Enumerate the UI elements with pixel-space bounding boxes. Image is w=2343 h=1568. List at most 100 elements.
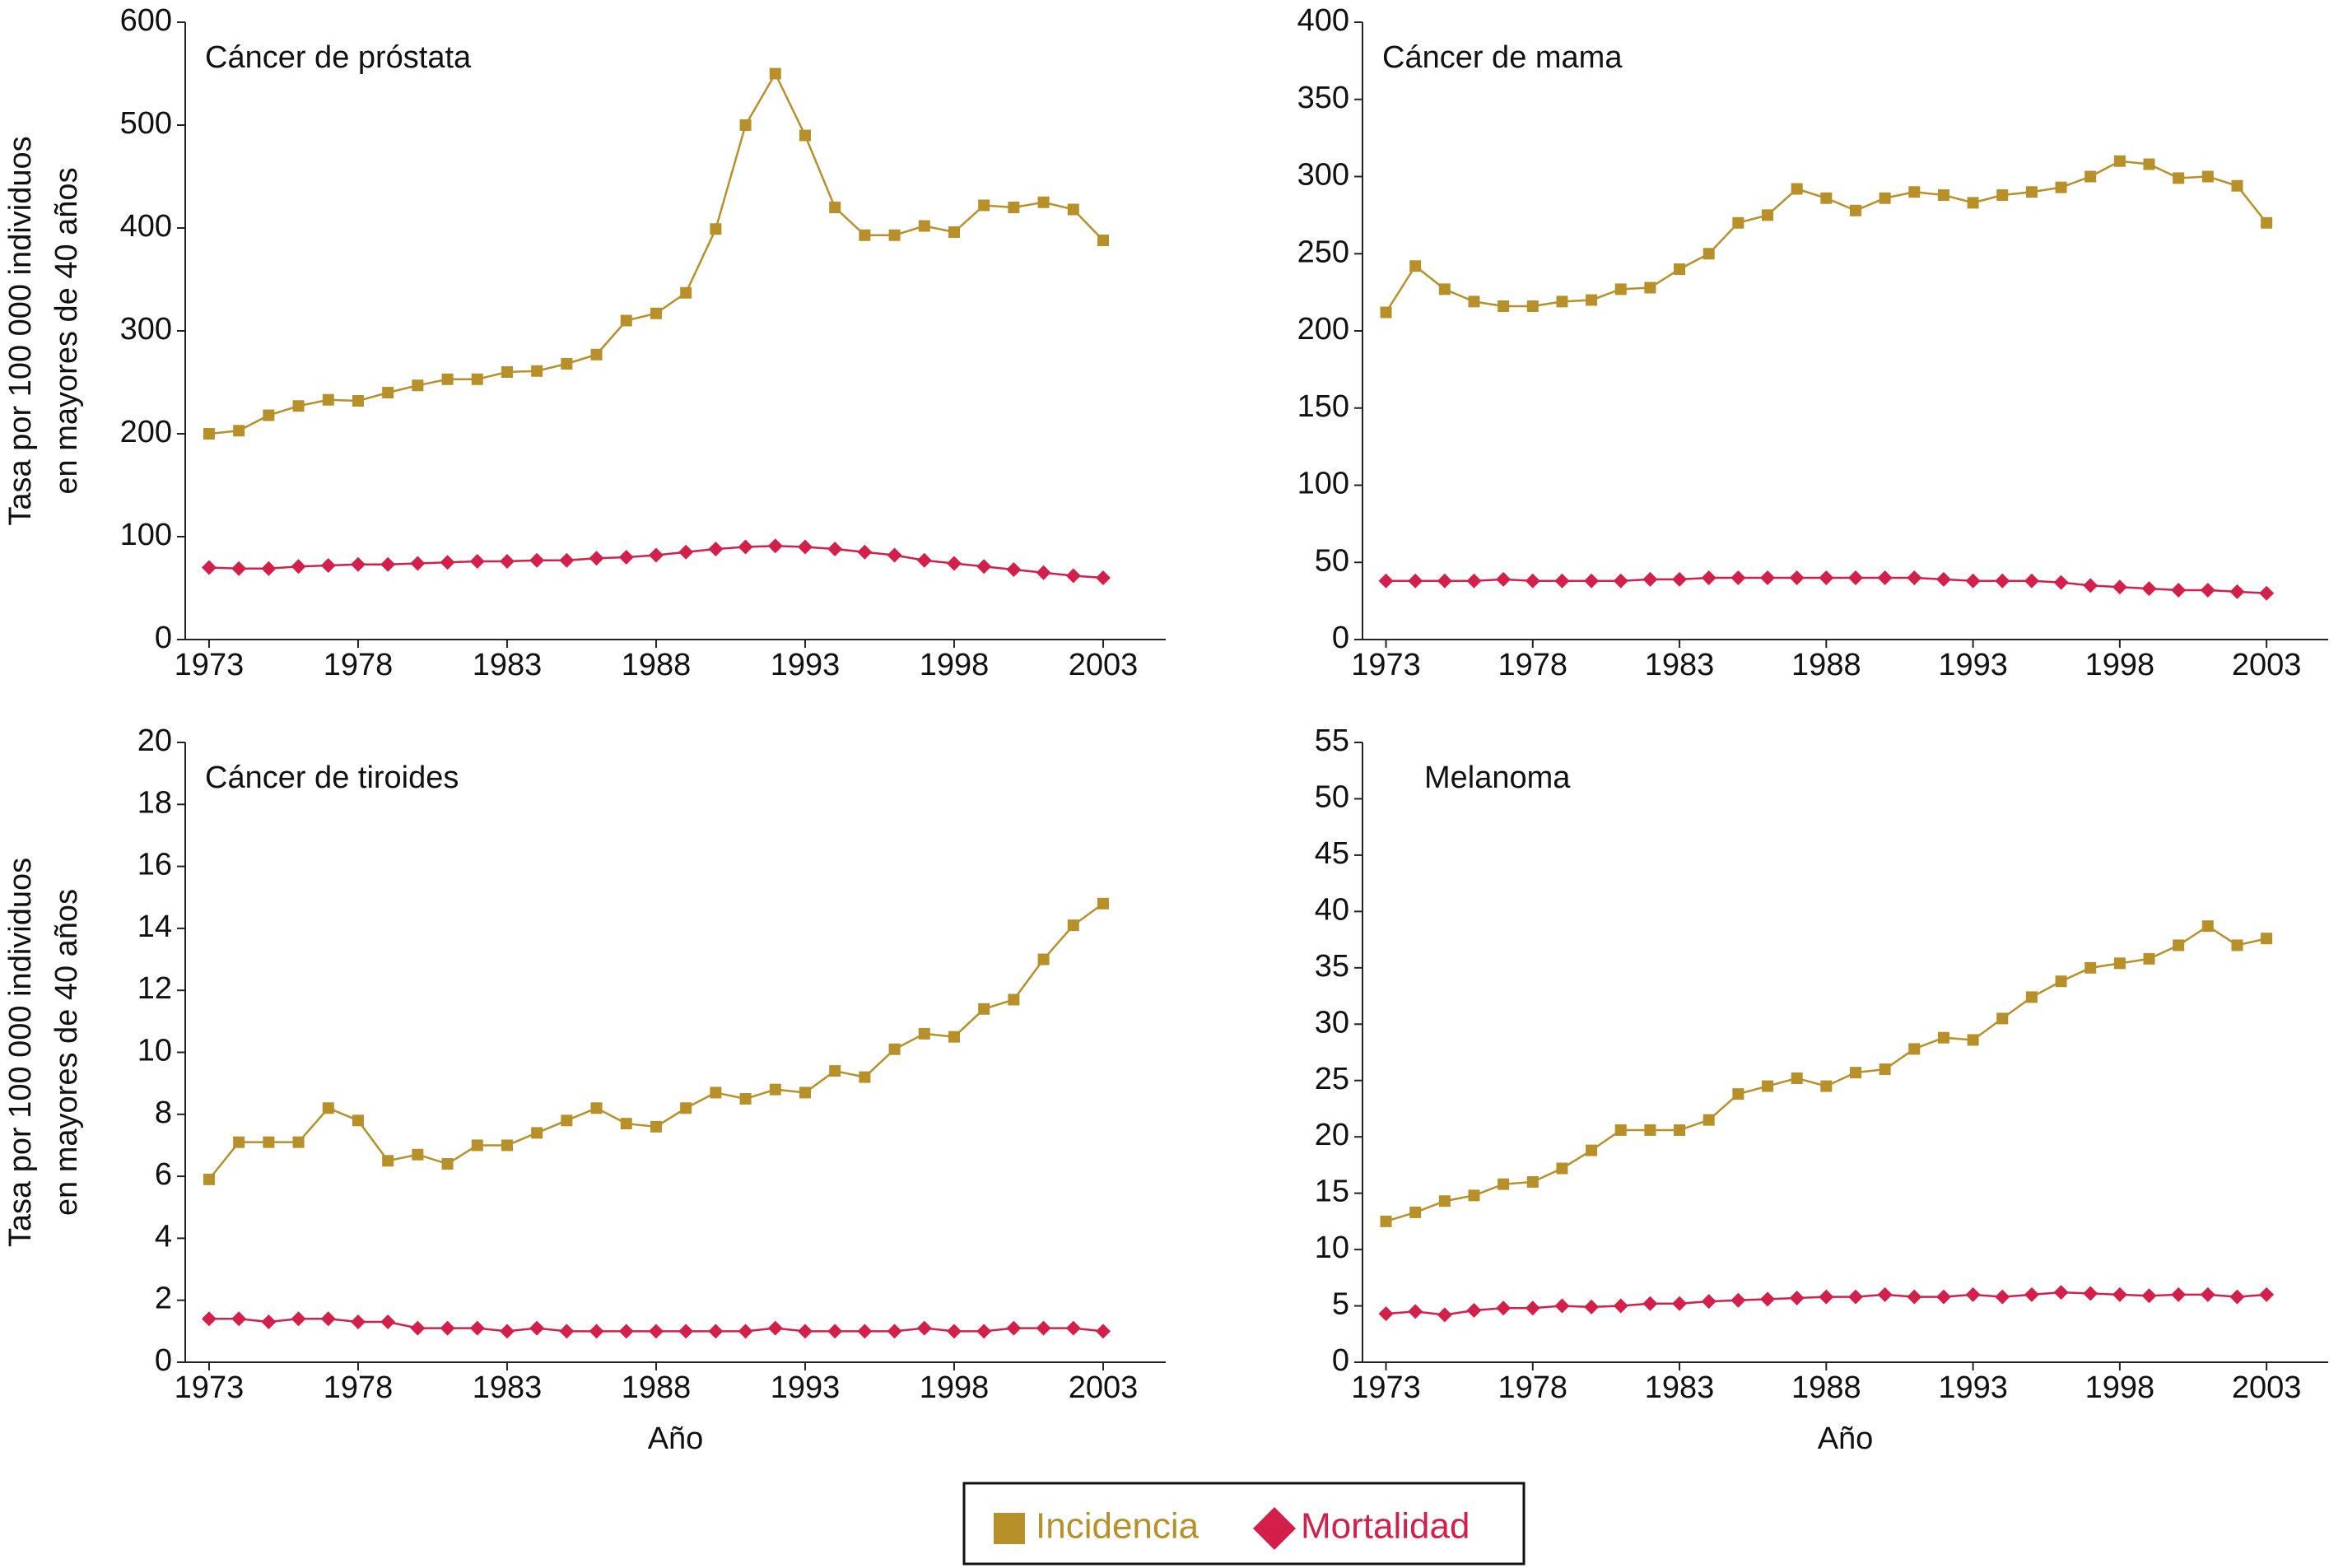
incidence-marker: [1409, 1206, 1422, 1218]
mortality-marker: [440, 555, 455, 570]
incidence-marker: [1908, 186, 1921, 198]
y-tick-label: 16: [137, 848, 172, 882]
incidence-marker: [292, 400, 305, 412]
mortality-marker: [469, 1320, 485, 1336]
incidence-marker: [2143, 158, 2155, 170]
incidence-marker: [203, 428, 215, 440]
incidence-marker: [2173, 172, 2185, 184]
incidence-marker: [1614, 283, 1627, 295]
mortality-marker: [1065, 1320, 1081, 1336]
x-tick-label: 1983: [1645, 648, 1715, 682]
panel-title: Cáncer de mama: [1382, 40, 1623, 75]
mortality-marker: [469, 554, 485, 569]
incidence-marker: [1762, 1080, 1774, 1092]
incidence-marker: [2025, 991, 2038, 1003]
incidence-marker: [680, 1102, 692, 1114]
incidence-marker: [501, 366, 513, 378]
mortality-marker: [499, 554, 515, 569]
mortality-marker: [1819, 1289, 1834, 1305]
incidence-marker: [2231, 939, 2243, 952]
mortality-marker: [916, 1320, 932, 1336]
incidence-marker: [1644, 1124, 1656, 1136]
incidence-marker: [412, 1148, 424, 1161]
incidence-marker: [1556, 295, 1568, 308]
mortality-marker: [1935, 571, 1951, 587]
incidence-marker: [888, 229, 901, 241]
mortality-marker: [2200, 583, 2215, 598]
mortality-marker: [2024, 1287, 2039, 1302]
incidence-marker: [1791, 183, 1803, 195]
mortality-marker: [1408, 1304, 1423, 1319]
x-tick-label: 1998: [2085, 648, 2155, 682]
mortality-marker: [201, 560, 217, 575]
incidence-marker: [471, 1139, 483, 1152]
y-tick-label: 35: [1315, 949, 1349, 984]
mortality-marker: [857, 544, 873, 560]
mortality-marker: [887, 1324, 902, 1339]
x-tick-label: 1983: [473, 648, 543, 682]
y-tick-label: 200: [1297, 312, 1349, 347]
incidence-marker: [1380, 306, 1392, 319]
x-tick-label: 1978: [1498, 648, 1568, 682]
incidence-marker: [829, 1065, 841, 1077]
incidence-marker: [1879, 192, 1891, 204]
incidence-marker: [233, 1136, 245, 1148]
mortality-marker: [410, 556, 426, 571]
x-tick-label: 1993: [1938, 648, 2008, 682]
incidence-marker: [1996, 189, 2009, 201]
mortality-marker: [350, 556, 366, 572]
x-tick-label: 1998: [920, 1370, 990, 1405]
legend-box: [962, 1482, 1526, 1566]
incidence-marker: [2261, 933, 2273, 945]
incidence-marker: [1703, 1114, 1715, 1126]
mortality-marker: [2229, 584, 2245, 599]
incidence-marker: [1498, 1178, 1510, 1190]
incidence-marker: [1908, 1043, 1921, 1055]
incidence-marker: [888, 1043, 901, 1055]
mortality-marker: [767, 538, 783, 554]
y-tick-label: 30: [1315, 1005, 1349, 1040]
incidence-marker: [1614, 1124, 1627, 1136]
y-tick-label: 10: [137, 1034, 172, 1068]
mortality-marker: [827, 1324, 843, 1339]
incidence-marker: [1849, 204, 1861, 216]
mortality-marker: [1036, 565, 1051, 580]
incidence-marker: [441, 373, 454, 385]
incidence-marker: [918, 1027, 930, 1040]
x-tick-label: 1978: [324, 1370, 394, 1405]
incidence-marker: [2143, 952, 2155, 965]
mortality-marker: [529, 552, 545, 568]
mortality-marker: [2259, 585, 2275, 601]
mortality-marker: [320, 558, 336, 573]
incidence-marker: [1097, 235, 1109, 246]
incidence-marker: [859, 1071, 871, 1083]
incidence-marker: [322, 393, 334, 406]
incidence-marker: [531, 365, 543, 377]
y-tick-label: 50: [1315, 543, 1349, 578]
mortality-marker: [1466, 573, 1482, 589]
mortality-marker: [440, 1320, 455, 1336]
incidence-marker: [710, 1086, 722, 1099]
mortality-marker: [1701, 1294, 1716, 1310]
incidence-marker: [2261, 216, 2273, 229]
mortality-marker: [2083, 578, 2098, 593]
mortality-marker: [946, 556, 962, 571]
incidence-marker: [2231, 179, 2243, 192]
y-tick-label: 600: [120, 3, 172, 38]
mortality-marker: [291, 559, 306, 575]
y-tick-label: 20: [137, 724, 172, 758]
incidence-marker: [1008, 993, 1020, 1006]
mortality-marker: [1554, 1298, 1570, 1314]
incidence-marker: [739, 1092, 752, 1105]
incidence-marker: [859, 229, 871, 241]
x-tick-label: 1988: [622, 648, 692, 682]
mortality-marker: [1847, 570, 1863, 585]
mortality-marker: [1730, 570, 1746, 585]
y-tick-label: 500: [120, 106, 172, 141]
mortality-marker: [2083, 1286, 2098, 1301]
mortality-marker: [618, 1324, 634, 1339]
mortality-marker: [1847, 1289, 1863, 1305]
mortality-marker: [1760, 1291, 1776, 1307]
mortality-marker: [1672, 571, 1688, 587]
